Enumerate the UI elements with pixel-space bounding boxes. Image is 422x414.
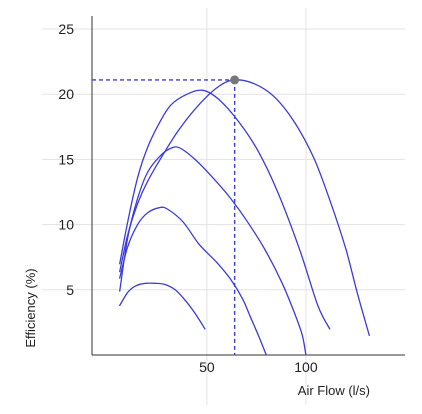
axis-layer bbox=[91, 16, 405, 356]
y-tick-label: 15 bbox=[58, 151, 74, 167]
label-layer: 5 10 15 20 25 50 100 bbox=[58, 21, 317, 375]
efficiency-curve-1 bbox=[119, 282, 206, 330]
y-tick-label: 25 bbox=[58, 21, 74, 37]
guide-layer bbox=[92, 75, 240, 355]
grid-layer bbox=[42, 8, 405, 405]
efficiency-curve-3 bbox=[119, 146, 307, 356]
y-axis-label: Efficiency (%) bbox=[23, 268, 38, 347]
series-layer bbox=[119, 79, 370, 356]
x-tick-label: 50 bbox=[199, 359, 215, 375]
y-tick-label: 10 bbox=[58, 217, 74, 233]
efficiency-curve-4 bbox=[119, 89, 331, 330]
x-tick-label: 100 bbox=[294, 359, 318, 375]
y-tick-label: 20 bbox=[58, 86, 74, 102]
x-axis-label: Air Flow (l/s) bbox=[298, 383, 370, 398]
efficiency-curve-2 bbox=[119, 206, 267, 356]
highlight-point-marker bbox=[230, 75, 240, 85]
y-tick-label: 5 bbox=[66, 282, 74, 298]
